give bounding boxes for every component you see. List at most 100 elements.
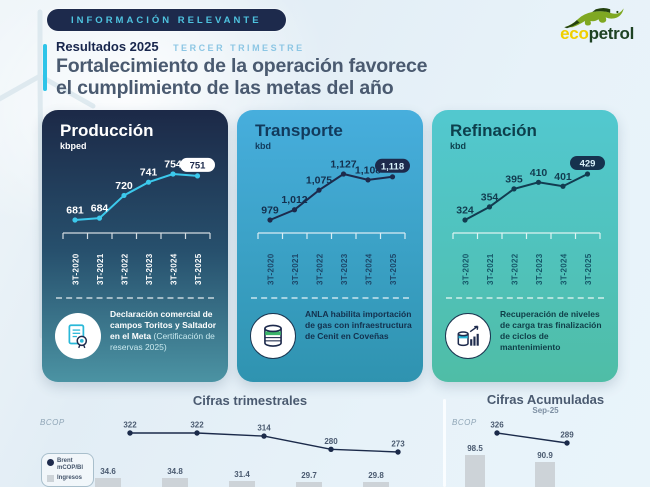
legend-label-ingresos: Ingresos: [57, 474, 83, 481]
note-light: (Certificación de reservas 2025): [110, 331, 215, 353]
produccion-note-text: Declaración comercial de campos Toritos …: [110, 309, 220, 353]
quarterly-line-bar-chart: 34.6 34.8 31.4 29.7 29.8 322 322 314 280 273: [95, 421, 405, 487]
brent-line-marker: [47, 459, 54, 466]
produccion-card-unit: kbped: [60, 141, 87, 151]
chart-legend: Brent mCOP/Bl Ingresos: [41, 453, 94, 487]
svg-text:3T-2024: 3T-2024: [170, 253, 179, 285]
svg-text:1,075: 1,075: [306, 175, 332, 187]
transporte-card-title: Transporte: [255, 121, 343, 140]
svg-text:314: 314: [257, 424, 271, 433]
svg-text:3T-2024: 3T-2024: [560, 253, 569, 285]
svg-text:3T-2020: 3T-2020: [267, 253, 276, 285]
svg-text:1,012: 1,012: [281, 194, 307, 206]
refinacion-card-unit: kbd: [450, 141, 467, 151]
refinacion-line-chart: 324 354 395 410 401 429 3T-2020 3T-2021 3T-2022 3…: [452, 156, 605, 285]
ingresos-bar-marker: [47, 474, 54, 482]
svg-text:3T-2025: 3T-2025: [194, 253, 203, 285]
svg-text:3T-2021: 3T-2021: [291, 253, 300, 285]
refinacion-card: Refinación kbd 324 354 395 410 401 429 3T-2020…: [432, 110, 618, 382]
transporte-note: ANLA habilita importación de gas con inf…: [250, 307, 415, 359]
svg-text:401: 401: [554, 171, 572, 183]
svg-text:29.7: 29.7: [301, 471, 317, 480]
load-recovery-icon: [445, 313, 491, 359]
transporte-card-unit: kbd: [255, 141, 272, 151]
svg-text:681: 681: [66, 205, 84, 217]
svg-text:720: 720: [115, 180, 133, 192]
svg-text:98.5: 98.5: [467, 444, 483, 453]
svg-text:751: 751: [190, 160, 207, 171]
svg-text:3T-2023: 3T-2023: [535, 253, 544, 285]
storage-tank-icon: [250, 313, 296, 359]
svg-text:741: 741: [140, 167, 158, 179]
produccion-note: Declaración comercial de campos Toritos …: [55, 307, 220, 359]
svg-text:280: 280: [324, 437, 338, 446]
svg-text:354: 354: [481, 191, 499, 203]
svg-text:1,108: 1,108: [355, 164, 381, 176]
page-title-line1: Fortalecimiento de la operación favorece: [56, 55, 428, 77]
section-divider: [443, 399, 446, 487]
svg-text:29.8: 29.8: [368, 471, 384, 480]
refinacion-card-title: Refinación: [450, 121, 537, 140]
svg-text:754: 754: [164, 159, 182, 171]
svg-text:326: 326: [490, 421, 504, 430]
svg-text:31.4: 31.4: [234, 470, 250, 479]
svg-text:684: 684: [91, 203, 109, 215]
iguana-icon: [564, 7, 624, 29]
svg-text:1,118: 1,118: [381, 161, 404, 172]
svg-text:3T-2024: 3T-2024: [365, 253, 374, 285]
svg-text:34.6: 34.6: [100, 467, 116, 476]
svg-text:289: 289: [560, 431, 574, 440]
refinacion-note-text: Recuperación de niveles de carga tras fi…: [500, 309, 610, 353]
dashed-divider: [251, 297, 409, 299]
logo-wordmark: ecopetrol: [560, 24, 634, 44]
svg-text:322: 322: [123, 421, 137, 430]
ecopetrol-logo: ecopetrol: [524, 2, 640, 50]
dashed-divider: [446, 297, 604, 299]
dashed-divider: [56, 297, 214, 299]
results-label: Resultados 2025: [56, 39, 159, 54]
svg-text:3T-2022: 3T-2022: [121, 253, 130, 285]
refinacion-note: Recuperación de niveles de carga tras fi…: [445, 307, 610, 359]
svg-text:395: 395: [505, 173, 523, 185]
svg-text:3T-2020: 3T-2020: [72, 253, 81, 285]
badge-label: INFORMACIÓN RELEVANTE: [71, 14, 262, 26]
svg-text:1,127: 1,127: [330, 159, 356, 171]
svg-text:3T-2021: 3T-2021: [486, 253, 495, 285]
accumulated-line-bar-chart: 98.5 90.9 326 289: [465, 421, 574, 487]
legend-item-brent: Brent mCOP/Bl: [47, 458, 89, 472]
title-accent-bar: [43, 44, 47, 91]
page-title: Fortalecimiento de la operación favorece…: [56, 55, 496, 99]
note-bold: ANLA habilita importación de gas con inf…: [305, 309, 412, 342]
note-bold: Recuperación de niveles de carga tras fi…: [500, 309, 602, 353]
produccion-card-title: Producción: [60, 121, 154, 140]
legend-item-ingresos: Ingresos: [47, 474, 89, 482]
transporte-card: Transporte kbd 979 1,012 1,075 1,127 1,108 1,…: [237, 110, 423, 382]
svg-text:324: 324: [456, 205, 474, 217]
note-bold: Declaración comercial de campos Toritos …: [110, 309, 217, 342]
svg-text:3T-2022: 3T-2022: [511, 253, 520, 285]
logo-petrol-text: petrol: [588, 24, 635, 43]
svg-text:3T-2025: 3T-2025: [389, 253, 398, 285]
transporte-note-text: ANLA habilita importación de gas con inf…: [305, 309, 415, 342]
quarterly-axis-label: BCOP: [40, 418, 65, 427]
svg-text:273: 273: [391, 440, 405, 449]
accumulated-title: Cifras Acumuladas: [486, 392, 605, 407]
svg-text:3T-2023: 3T-2023: [145, 253, 154, 285]
svg-text:429: 429: [580, 159, 596, 170]
svg-text:90.9: 90.9: [537, 451, 553, 460]
legend-label-brent: Brent mCOP/Bl: [57, 458, 84, 471]
svg-text:34.8: 34.8: [167, 467, 183, 476]
results-row: Resultados 2025 TERCER TRIMESTRE: [56, 38, 305, 56]
svg-text:322: 322: [190, 421, 204, 430]
certificate-seal-icon: [55, 313, 101, 359]
produccion-card: Producción kbped 681 684 720 741 754 751 3T-20…: [42, 110, 228, 382]
quarter-label: TERCER TRIMESTRE: [173, 43, 305, 53]
logo-eco-text: eco: [560, 24, 589, 43]
produccion-line-chart: 681 684 720 741 754 751 3T-2020 3T-2021 3T-2022 3…: [62, 157, 215, 285]
svg-text:3T-2023: 3T-2023: [340, 253, 349, 285]
page-title-line2: el cumplimiento de las metas del año: [56, 77, 394, 100]
quarterly-title: Cifras trimestrales: [192, 393, 308, 408]
accumulated-axis-label: BCOP: [452, 418, 477, 427]
accumulated-subtitle: Sep-25: [532, 406, 559, 415]
